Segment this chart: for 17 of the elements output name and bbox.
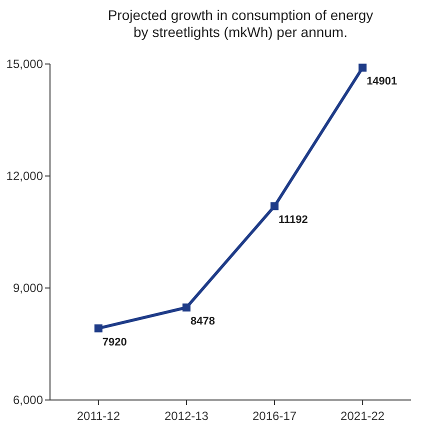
data-label: 11192	[278, 214, 308, 226]
data-label: 14901	[366, 76, 398, 88]
point	[270, 202, 279, 210]
y-tick-label: 9,000	[12, 281, 44, 295]
data-label: 8478	[190, 315, 215, 328]
point	[94, 324, 102, 332]
point	[358, 64, 367, 72]
x-tick-label: 2021-22	[340, 409, 385, 423]
x-tick-label: 2012-13	[164, 409, 209, 423]
point	[182, 303, 190, 312]
data-label: 7920	[102, 336, 127, 348]
y-tick-label: 12,000	[6, 169, 44, 183]
chart-title: Projected growth in consumption of energy by streetlights (mkWh) per annum.	[108, 7, 374, 40]
y-tick-label: 6,000	[12, 393, 44, 407]
x-tick-label: 2016-17	[252, 409, 297, 423]
x-tick-label: 2011-12	[76, 409, 120, 423]
y-tick-label: 15,000	[6, 57, 44, 71]
